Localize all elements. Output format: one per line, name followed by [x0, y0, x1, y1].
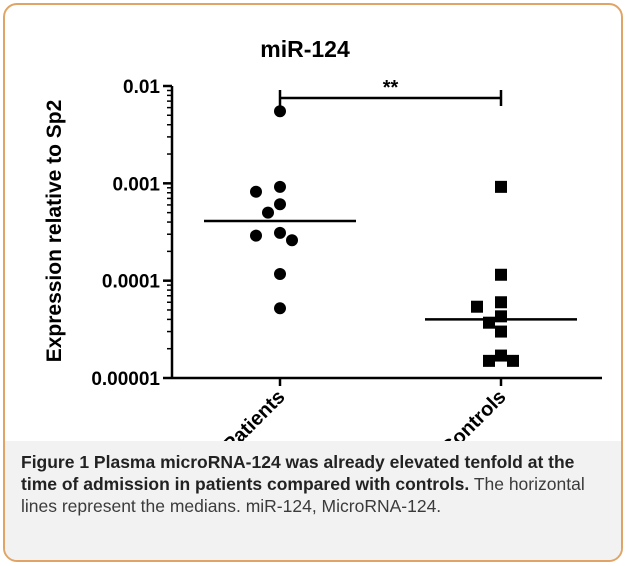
- data-point-patients: [262, 206, 274, 219]
- significance-label: **: [383, 77, 399, 99]
- data-point-patients: [274, 105, 286, 118]
- y-tick-label: 0.0001: [102, 272, 161, 293]
- caption-bar: Figure 1 Plasma microRNA-124 was already…: [5, 441, 621, 560]
- data-point-controls: [495, 296, 507, 309]
- y-tick-label: 0.001: [112, 174, 160, 195]
- data-point-patients: [274, 198, 286, 211]
- chart-title: miR-124: [260, 36, 350, 62]
- data-point-controls: [483, 354, 495, 367]
- data-point-patients: [250, 185, 262, 198]
- data-point-controls: [507, 354, 519, 367]
- y-tick-label: 0.01: [123, 77, 160, 98]
- data-point-controls: [495, 268, 507, 281]
- data-point-controls: [495, 349, 507, 362]
- data-point-patients: [274, 302, 286, 315]
- figure-caption: Figure 1 Plasma microRNA-124 was already…: [21, 451, 611, 517]
- x-tick-label: Controls: [437, 386, 511, 441]
- data-point-patients: [286, 234, 298, 247]
- data-point-patients: [274, 226, 286, 239]
- y-axis-label: Expression relative to Sp2: [43, 100, 66, 363]
- chart: miR-124 Expression relative to Sp2 0.01 0…: [43, 36, 602, 441]
- caption-lead: Figure 1 Plasma microRNA-124 was already…: [21, 452, 575, 494]
- data-point-controls: [495, 180, 507, 193]
- data-point-controls: [483, 316, 495, 329]
- caption-body: The horizontal lines represent the media…: [21, 474, 585, 516]
- figure-frame: miR-124 Expression relative to Sp2 0.01 0…: [3, 3, 623, 562]
- data-point-controls: [495, 310, 507, 323]
- data-point-controls: [495, 325, 507, 338]
- y-tick-label: 0.00001: [91, 369, 160, 390]
- data-point-patients: [274, 180, 286, 193]
- data-point-patients: [274, 268, 286, 281]
- x-tick-label: Patients: [219, 386, 290, 441]
- data-point-controls: [471, 300, 483, 313]
- data-point-patients: [250, 229, 262, 242]
